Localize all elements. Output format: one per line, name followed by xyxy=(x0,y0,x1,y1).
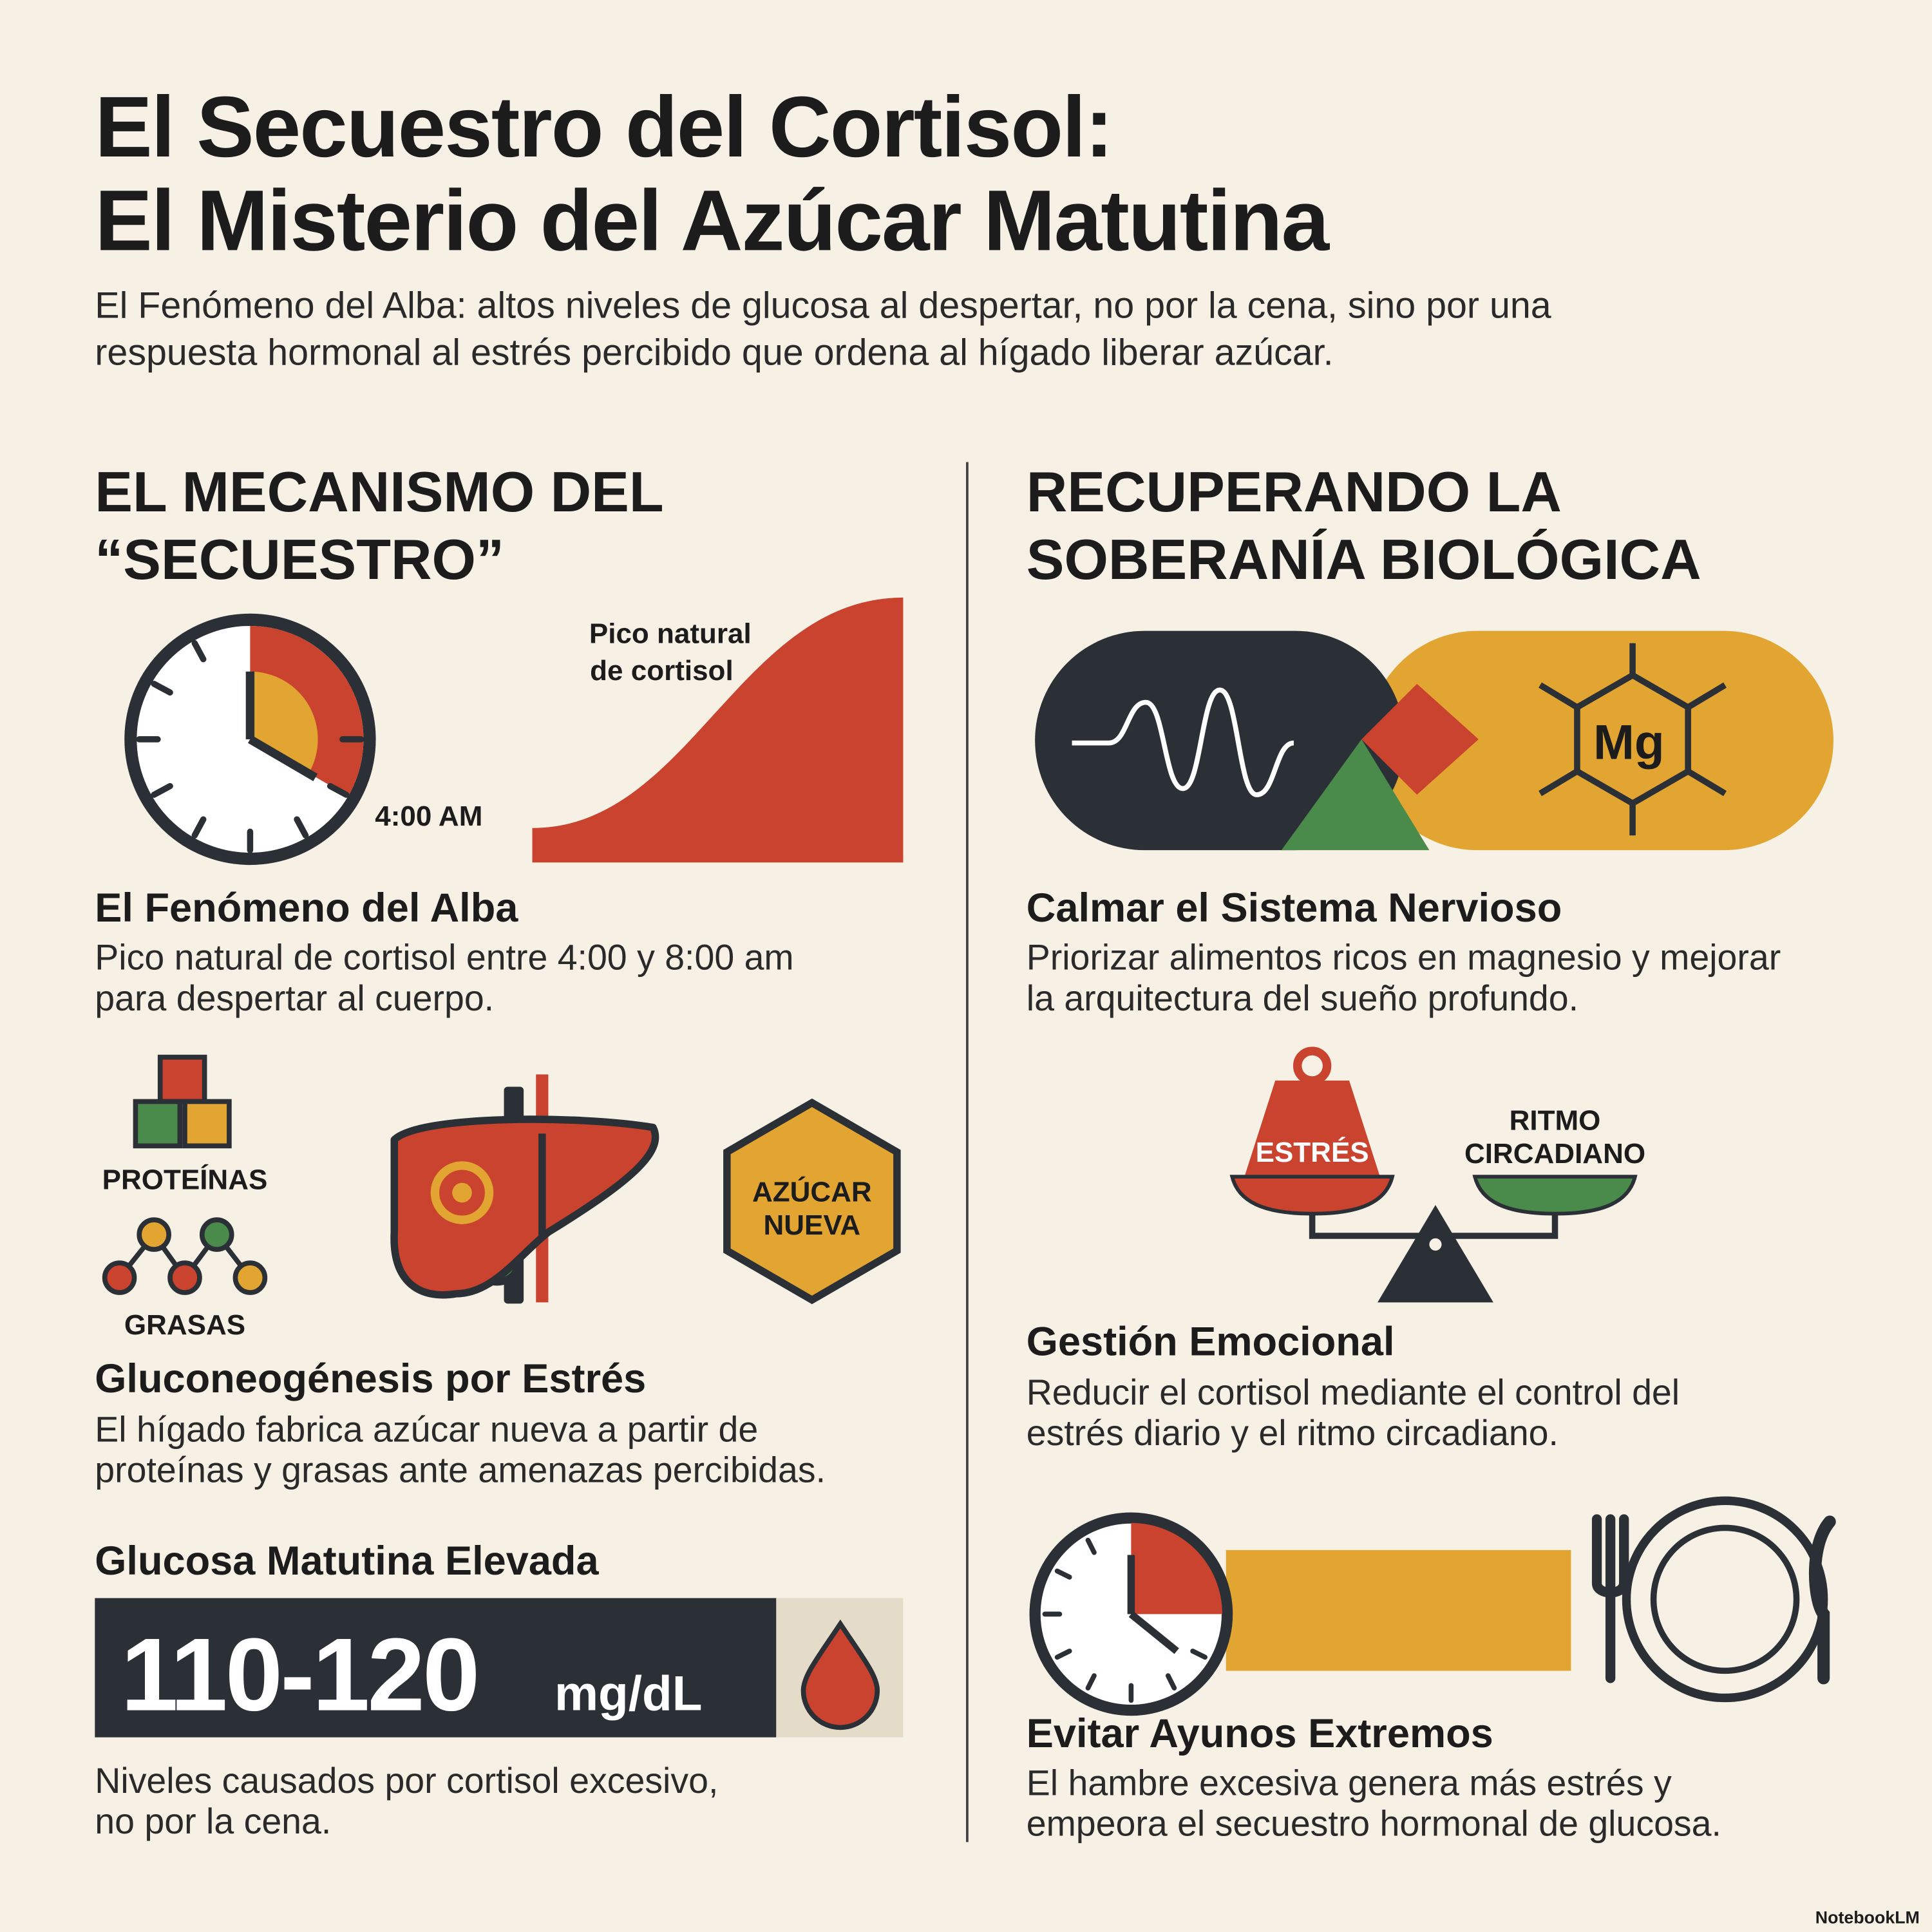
clock-label: 4:00 AM xyxy=(375,800,482,832)
section-text: Pico natural de cortisol entre 4:00 y 8:… xyxy=(95,938,793,978)
glucose-value: 110-120 xyxy=(120,1618,477,1733)
clock-icon xyxy=(124,613,376,866)
title: El Misterio del Azúcar Matutina xyxy=(95,173,1330,269)
section-text: El hambre excesiva genera más estrés y xyxy=(1027,1763,1672,1803)
section-text: Reducir el cortisol mediante el control … xyxy=(1027,1372,1680,1412)
section-text: El hígado fabrica azúcar nueva a partir … xyxy=(95,1410,758,1450)
section-title: Glucosa Matutina Elevada xyxy=(95,1539,599,1584)
section-text: estrés diario y el ritmo circadiano. xyxy=(1027,1413,1558,1453)
section-text: para despertar al cuerpo. xyxy=(95,978,494,1018)
title: El Secuestro del Cortisol: xyxy=(95,79,1112,175)
section-text: Priorizar alimentos ricos en magnesio y … xyxy=(1027,938,1781,978)
cubes-icon xyxy=(133,1054,232,1149)
section-text: empeora el secuestro hormonal de glucosa… xyxy=(1027,1804,1721,1844)
footer-brand: NotebookLM xyxy=(1815,1908,1920,1927)
glucose-unit: mg/dL xyxy=(554,1667,703,1721)
glucose-note: Niveles causados por cortisol excesivo, xyxy=(95,1761,718,1801)
proteins-label: PROTEÍNAS xyxy=(102,1163,268,1195)
section-text: la arquitectura del sueño profundo. xyxy=(1027,978,1578,1018)
curve-label: de cortisol xyxy=(590,655,733,687)
fats-label: GRASAS xyxy=(124,1309,245,1341)
glucose-note: no por la cena. xyxy=(95,1801,331,1841)
blood-drop-icon xyxy=(800,1619,880,1730)
capsule-icon xyxy=(1035,630,1833,851)
glucose-box xyxy=(95,1598,777,1738)
section-title: Calmar el Sistema Nervioso xyxy=(1027,886,1562,931)
section-title: El Fenómeno del Alba xyxy=(95,886,518,931)
new-sugar-label: AZÚCAR xyxy=(752,1175,872,1208)
section-title: Gestión Emocional xyxy=(1027,1320,1395,1365)
section-title: Evitar Ayunos Extremos xyxy=(1027,1711,1493,1756)
molecule-icon xyxy=(102,1217,268,1295)
circadian-label: CIRCADIANO xyxy=(1464,1138,1645,1170)
curve-label: Pico natural xyxy=(589,618,752,650)
fasting-icon xyxy=(1029,1496,1836,1716)
stress-label: ESTRÉS xyxy=(1256,1136,1369,1168)
circadian-label: RITMO xyxy=(1510,1104,1601,1136)
balance-icon xyxy=(1229,1046,1638,1303)
liver-icon xyxy=(390,1074,659,1304)
new-sugar-hexagon xyxy=(723,1098,901,1305)
subtitle: respuesta hormonal al estrés percibido q… xyxy=(95,332,1333,373)
section-heading: EL MECANISMO DEL xyxy=(95,460,663,524)
section-heading: RECUPERANDO LA xyxy=(1027,460,1562,524)
mg-label: Mg xyxy=(1593,715,1664,770)
subtitle: El Fenómeno del Alba: altos niveles de g… xyxy=(95,285,1551,327)
section-text: proteínas y grasas ante amenazas percibi… xyxy=(95,1450,826,1490)
section-heading: SOBERANÍA BIOLÓGICA xyxy=(1027,527,1701,591)
section-heading: “SECUESTRO” xyxy=(95,527,504,591)
cortisol-curve xyxy=(532,597,904,863)
new-sugar-label: NUEVA xyxy=(763,1209,860,1241)
section-title: Gluconeogénesis por Estrés xyxy=(95,1356,646,1401)
